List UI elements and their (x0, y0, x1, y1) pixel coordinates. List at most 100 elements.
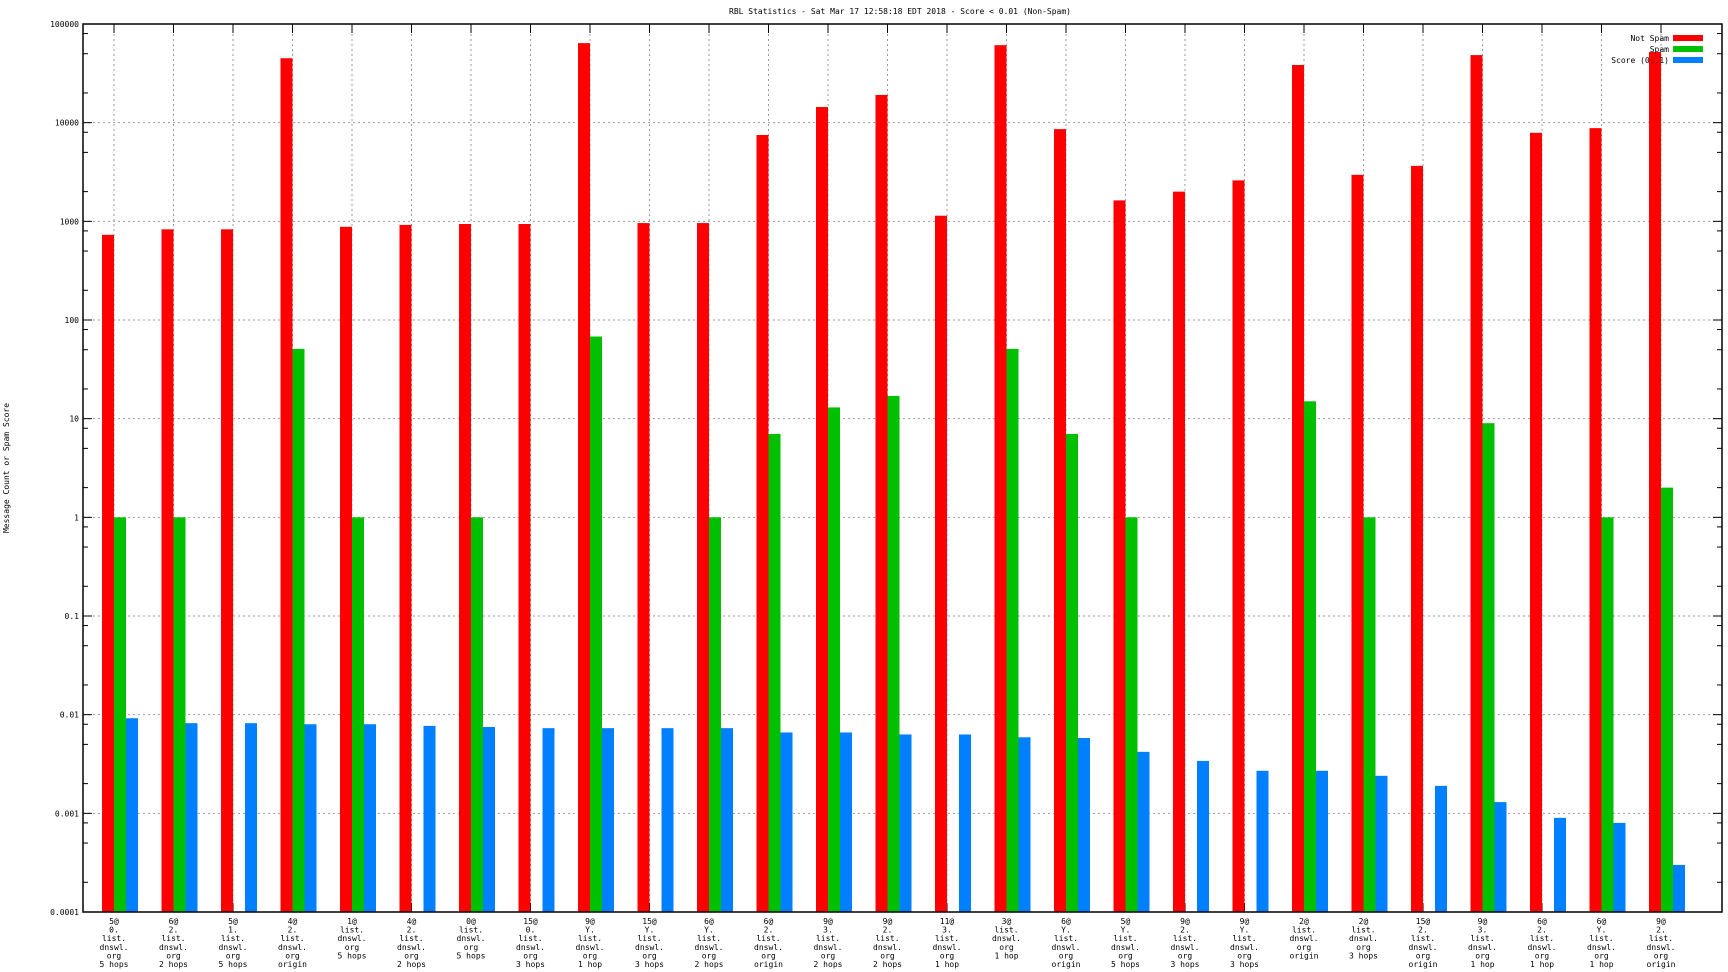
bar-not-spam (1411, 165, 1423, 913)
x-tick-label: dnswl. (1230, 943, 1259, 952)
x-tick-label: list. (994, 926, 1018, 935)
bar-not-spam (340, 226, 352, 913)
x-tick-label: 1 hop (1530, 960, 1554, 969)
x-tick-label: 9@ (1180, 917, 1190, 926)
bar-not-spam (637, 223, 650, 912)
x-tick-label: 2. (1656, 926, 1666, 935)
x-tick-label: org (1297, 943, 1312, 952)
x-tick-label: dnswl. (1111, 943, 1140, 952)
x-tick-label: 5 hops (338, 951, 367, 960)
x-tick-label: org (1535, 951, 1550, 960)
x-tick-label: dnswl. (100, 943, 129, 952)
x-tick-label: list. (1351, 926, 1375, 935)
bar-score (483, 726, 495, 912)
bar-score (1554, 817, 1566, 912)
x-tick-label: 3. (942, 926, 952, 935)
bar-score (1018, 737, 1031, 912)
x-tick-label: org (166, 951, 181, 960)
x-tick-label: org (880, 951, 895, 960)
x-tick-label: 9@ (1478, 917, 1488, 926)
x-tick-label: 2 hops (814, 960, 843, 969)
x-tick-label: org (226, 951, 241, 960)
x-tick-label: list. (816, 934, 840, 943)
legend-swatch (1673, 57, 1703, 63)
legend-label: Not Spam (1630, 34, 1669, 43)
bar-not-spam (816, 107, 828, 912)
x-tick-label: org (107, 951, 122, 960)
x-tick-label: list. (399, 934, 423, 943)
bar-score (423, 725, 436, 912)
bar-not-spam (756, 134, 769, 912)
x-tick-label: 1. (228, 926, 238, 935)
x-tick-label: dnswl. (754, 943, 783, 952)
x-tick-label: org (1059, 951, 1074, 960)
bar-spam (1304, 401, 1316, 912)
bar-spam (709, 517, 721, 912)
x-tick-label: 1 hop (935, 960, 959, 969)
chart-title: RBL Statistics - Sat Mar 17 12:58:18 EDT… (729, 7, 1071, 16)
y-tick-label: 0.001 (55, 809, 79, 818)
x-tick-label: 2 hops (159, 960, 188, 969)
x-tick-label: list. (1292, 926, 1316, 935)
x-tick-label: list. (578, 934, 602, 943)
x-tick-label: org (940, 951, 955, 960)
x-tick-label: org (642, 951, 657, 960)
x-tick-label: 9@ (585, 917, 595, 926)
x-tick-label: 6@ (704, 917, 714, 926)
x-tick-label: dnswl. (1052, 943, 1081, 952)
bar-spam (114, 517, 126, 912)
x-tick-label: dnswl. (219, 943, 248, 952)
x-tick-label: origin (1409, 960, 1438, 969)
x-tick-label: org (702, 951, 717, 960)
bar-spam (768, 433, 781, 912)
x-tick-label: list. (1411, 934, 1435, 943)
bar-not-spam (102, 234, 114, 912)
bar-score (1256, 770, 1269, 912)
x-tick-label: 6@ (169, 917, 179, 926)
x-tick-label: 3. (1478, 926, 1488, 935)
bar-score (602, 728, 614, 912)
bar-spam (1066, 433, 1078, 912)
bar-spam (173, 517, 186, 912)
x-tick-label: list. (756, 934, 780, 943)
x-tick-label: org (464, 943, 479, 952)
bar-not-spam (875, 94, 888, 912)
x-tick-label: 6@ (1597, 917, 1607, 926)
x-tick-label: org (285, 951, 300, 960)
x-tick-label: list. (697, 934, 721, 943)
x-tick-label: list. (459, 926, 483, 935)
x-tick-label: dnswl. (873, 943, 902, 952)
x-tick-label: origin (278, 960, 307, 969)
x-tick-label: 5 hops (219, 960, 248, 969)
x-tick-label: 1@ (347, 917, 357, 926)
x-tick-label: list. (1649, 934, 1673, 943)
x-tick-label: org (1594, 951, 1609, 960)
bar-not-spam (994, 45, 1007, 913)
x-tick-label: org (1356, 943, 1371, 952)
x-tick-label: list. (221, 934, 245, 943)
x-tick-label: 3 hops (1171, 960, 1200, 969)
bar-not-spam (221, 229, 233, 912)
x-tick-label: 3 hops (516, 960, 545, 969)
x-tick-label: origin (1052, 960, 1081, 969)
bars (102, 43, 1685, 913)
x-tick-label: dnswl. (1290, 934, 1319, 943)
x-tick-label: 0. (109, 926, 119, 935)
x-tick-label: 4@ (407, 917, 417, 926)
x-tick-label: dnswl. (1528, 943, 1557, 952)
bar-score (245, 723, 257, 912)
x-tick-label: dnswl. (1409, 943, 1438, 952)
bar-not-spam (1351, 174, 1364, 913)
bar-spam (1601, 517, 1614, 912)
x-tick-label: 2. (764, 926, 774, 935)
x-tick-label: list. (1113, 934, 1137, 943)
bar-spam (352, 517, 364, 912)
x-tick-label: dnswl. (576, 943, 605, 952)
y-tick-label: 0.0001 (50, 908, 79, 917)
x-tick-label: list. (340, 926, 364, 935)
x-tick-label: list. (637, 934, 661, 943)
y-tick-label: 0.01 (60, 711, 79, 720)
bar-spam (590, 336, 602, 913)
x-tick-label: list. (1232, 934, 1256, 943)
